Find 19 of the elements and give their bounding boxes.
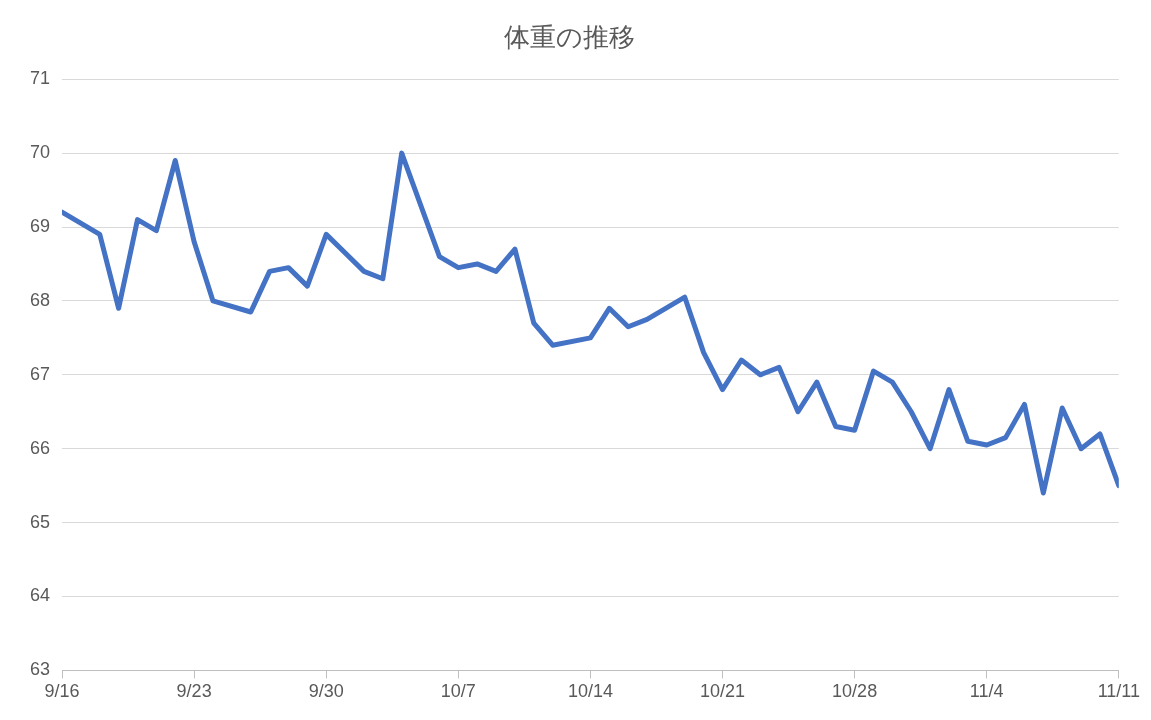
y-tick-label: 67 bbox=[29, 363, 51, 384]
x-tick-label: 10/14 bbox=[567, 681, 613, 702]
y-tick-label: 71 bbox=[29, 68, 51, 89]
y-tick-label: 68 bbox=[29, 289, 51, 310]
y-tick-label: 66 bbox=[29, 437, 51, 458]
y-tick-label: 69 bbox=[29, 215, 51, 236]
x-tick-label: 10/21 bbox=[699, 681, 746, 702]
x-tick-label: 11/11 bbox=[1097, 681, 1140, 702]
x-tick-label: 9/30 bbox=[308, 681, 344, 702]
y-tick-label: 64 bbox=[29, 585, 51, 606]
y-tick-label: 63 bbox=[29, 659, 51, 680]
x-tick-label: 9/23 bbox=[176, 681, 212, 702]
chart-title: 体重の推移 bbox=[504, 22, 635, 53]
x-tick-label: 10/7 bbox=[440, 681, 476, 702]
y-tick-label: 65 bbox=[29, 511, 51, 532]
y-tick-label: 70 bbox=[29, 142, 51, 163]
x-tick-label: 11/4 bbox=[969, 681, 1004, 702]
x-tick-label: 9/16 bbox=[44, 681, 80, 702]
x-tick-label: 10/28 bbox=[832, 681, 878, 702]
